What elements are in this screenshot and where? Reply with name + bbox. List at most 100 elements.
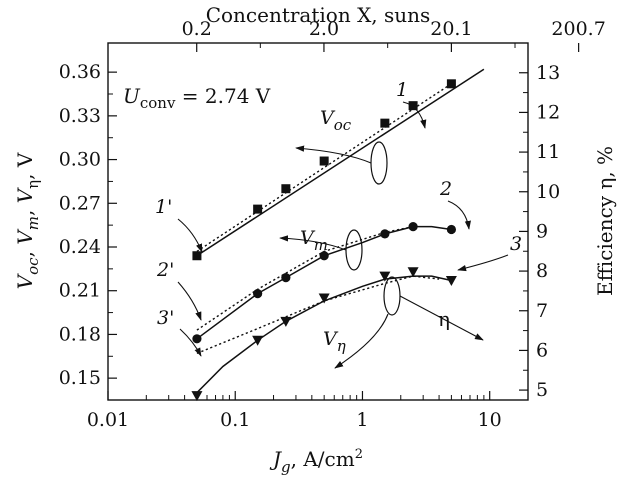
axis-title-part: V <box>13 272 37 289</box>
y-tick-label: 0.27 <box>59 192 101 214</box>
axis-title-part: V <box>323 328 339 350</box>
series-2-point <box>192 334 202 344</box>
series-3-point <box>379 271 391 282</box>
x-tick-label: 0.1 <box>220 409 250 431</box>
top-tick-label: 20.1 <box>430 18 472 40</box>
series-3-point <box>318 293 330 304</box>
series-2-point <box>253 289 263 299</box>
axis-title-part: m <box>314 236 328 254</box>
right-axis-title: Efficiency η, % <box>593 146 617 296</box>
plot-frame <box>107 42 529 401</box>
series-2-point <box>446 224 456 235</box>
axis-title-part: , A/cm <box>291 447 355 471</box>
right-tick-label: 10 <box>536 181 560 203</box>
y-tick-label: 0.24 <box>59 236 101 258</box>
series-1-label: 1 <box>396 79 408 101</box>
axis-title-part: 2 <box>355 447 363 462</box>
curve-label-2-prime: 2' <box>156 259 174 281</box>
curve-label-3-prime-arrow <box>179 328 202 357</box>
x-axis-title: Jg, A/cm2 <box>269 447 363 476</box>
voc-group-label: Voc <box>320 107 352 134</box>
series-1-point <box>380 118 390 128</box>
inset-label: Uconv = 2.74 V <box>123 84 271 112</box>
voc-ellipse <box>370 141 388 185</box>
y-tick-label: 0.15 <box>59 367 101 389</box>
series-2-point <box>281 273 291 283</box>
top-tick-label: 0.2 <box>182 18 212 40</box>
series-3-line <box>196 275 452 394</box>
series-1-point <box>319 156 329 166</box>
axis-title-part: oc <box>24 257 42 275</box>
veta-group-label: Vη <box>323 328 346 355</box>
axis-title-part: V <box>13 186 37 203</box>
series-2-arrow <box>447 200 471 230</box>
series-1-line <box>196 68 485 257</box>
axis-title-part: conv <box>140 94 176 112</box>
series-2-point <box>380 229 390 239</box>
y-tick-label: 0.36 <box>59 61 101 83</box>
axis-title-part: U <box>123 84 141 108</box>
curve-label-2-prime-arrow <box>177 281 202 321</box>
x-tick-label: 1 <box>356 409 368 431</box>
right-tick-label: 6 <box>536 339 548 361</box>
series-3-dotted-line <box>196 275 440 355</box>
curve-label-3-prime: 3' <box>157 307 174 329</box>
y-tick-label: 0.33 <box>59 105 101 127</box>
right-tick-label: 9 <box>536 220 548 242</box>
axis-title-part: V <box>320 107 336 129</box>
axis-title-part: = 2.74 V <box>175 84 270 108</box>
series-1-point <box>192 251 202 261</box>
series-1-point <box>408 101 418 111</box>
right-tick-label: 12 <box>536 101 560 123</box>
series-1-point <box>281 184 291 194</box>
axis-title-part: m <box>24 216 42 230</box>
data-markers <box>191 79 457 402</box>
axis-title-part: η <box>337 337 346 355</box>
axis-ticks <box>107 43 580 400</box>
left-axis-title: Voc, Vm, Vη, V <box>13 152 42 289</box>
axis-title-part: , V <box>13 152 37 180</box>
curve-label-1-prime: 1' <box>155 196 172 218</box>
series-3-point <box>445 276 457 287</box>
vm-ellipse <box>345 229 363 271</box>
y-tick-label: 0.21 <box>59 280 101 302</box>
axis-title-part: , <box>13 203 37 216</box>
series-3-point <box>407 267 419 278</box>
right-tick-label: 13 <box>536 62 560 84</box>
series-3-point <box>280 316 292 327</box>
series-1-point <box>253 204 263 214</box>
axis-title-part: J <box>269 447 282 471</box>
series-3-point <box>191 391 203 402</box>
top-tick-label: 200.7 <box>551 18 605 40</box>
right-tick-label: 11 <box>536 141 560 163</box>
efficiency-arrow <box>399 295 484 341</box>
voc-arrow <box>295 145 372 164</box>
series-1-arrow <box>402 101 427 129</box>
right-tick-label: 8 <box>536 260 548 282</box>
y-tick-label: 0.18 <box>59 323 101 345</box>
series-1-point <box>446 79 456 89</box>
top-tick-label: 2.0 <box>309 18 339 40</box>
series-3-point <box>252 335 264 346</box>
series-2-line <box>196 225 452 340</box>
series-2-point <box>408 222 418 232</box>
right-tick-label: 5 <box>536 379 548 401</box>
axis-title-part: oc <box>334 116 352 134</box>
y-tick-label: 0.30 <box>59 149 101 171</box>
series-group <box>196 68 485 394</box>
vm-group-label: Vm <box>300 227 328 254</box>
axis-title-part: g <box>281 458 291 476</box>
vm-arrow <box>279 235 347 251</box>
axis-title-part: η <box>24 180 42 189</box>
tick-labels: 0.01 0.1 1 10 0.2 2.0 20.1 200.7 0.15 0.18 0.21 0.2… <box>59 18 606 431</box>
x-tick-label: 0.01 <box>87 409 129 431</box>
series-3-label: 3 <box>510 233 522 255</box>
series-2-point <box>319 251 329 261</box>
axis-title-part: V <box>300 227 316 249</box>
right-tick-label: 7 <box>536 300 548 322</box>
series-3-arrow <box>457 254 509 272</box>
series-2-label: 2 <box>439 178 452 200</box>
axis-title-part: , <box>13 245 37 258</box>
